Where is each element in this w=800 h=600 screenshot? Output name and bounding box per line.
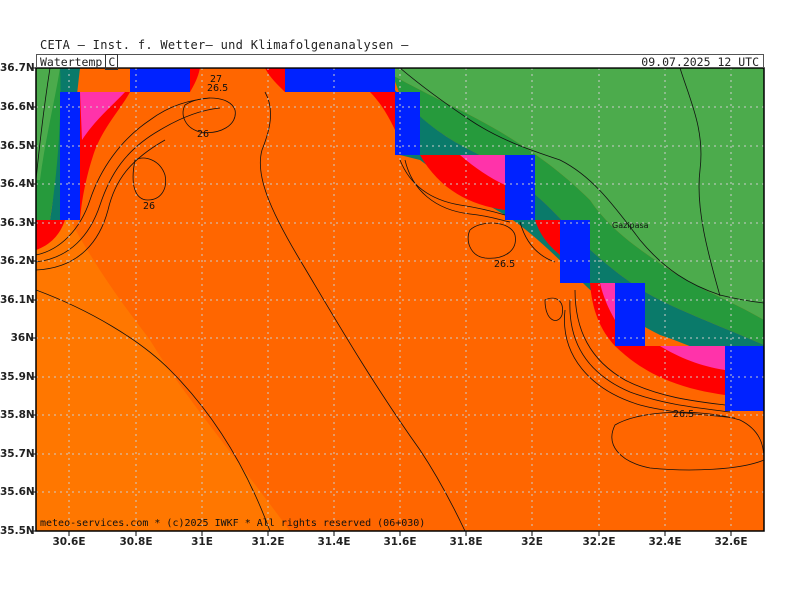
unit-box: C	[105, 54, 119, 70]
lat-label: 35.8N	[0, 409, 35, 421]
contour-label: 26	[197, 129, 209, 140]
place-label-gazipasa: Gazipasa	[612, 221, 649, 230]
lat-label: 36.3N	[0, 217, 35, 229]
contour-label: 26.5	[207, 83, 228, 94]
lat-label: 36.1N	[0, 294, 35, 306]
lon-label: 32.6E	[714, 536, 748, 548]
warm-zone	[36, 150, 290, 531]
lon-label: 31.6E	[383, 536, 417, 548]
lat-label: 36.2N	[0, 255, 35, 267]
lon-label: 32E	[521, 536, 543, 548]
land-area	[36, 68, 764, 320]
coastline	[36, 68, 764, 304]
lon-label: 32.2E	[582, 536, 616, 548]
parameter-label: Watertemp C	[40, 54, 119, 70]
coast-band	[380, 68, 764, 345]
lon-label: 31.4E	[317, 536, 351, 548]
lon-label: 31E	[191, 536, 213, 548]
lat-label: 36.5N	[0, 140, 35, 152]
valid-time: 09.07.2025 12 UTC	[641, 55, 759, 69]
axis-ticks	[30, 67, 732, 536]
lat-label: 36.4N	[0, 178, 35, 190]
lon-label: 31.8E	[449, 536, 483, 548]
contour-labels: 27 26.5 26 26 26.5 26.5	[143, 74, 694, 420]
lon-label: 30.8E	[119, 536, 153, 548]
info-bar: Watertemp C 09.07.2025 12 UTC	[36, 54, 764, 70]
lat-label: 36.7N	[0, 62, 35, 74]
lat-label: 35.5N	[0, 525, 35, 537]
contour-label: 26	[143, 201, 155, 212]
lat-label: 35.7N	[0, 448, 35, 460]
lon-label: 30.6E	[52, 536, 86, 548]
lat-label: 35.9N	[0, 371, 35, 383]
coastal-cells	[60, 68, 764, 411]
lon-label: 32.4E	[648, 536, 682, 548]
contour-label: 26.5	[673, 409, 694, 420]
lat-label: 35.6N	[0, 486, 35, 498]
header-title: CETA – Inst. f. Wetter– und Klimafolgena…	[40, 38, 409, 52]
contour-lines	[36, 91, 764, 531]
lon-label: 31.2E	[251, 536, 285, 548]
contour-label: 26.5	[494, 259, 515, 270]
lat-label: 36.6N	[0, 101, 35, 113]
lat-label: 36N	[10, 332, 34, 344]
warm-patches	[36, 68, 725, 395]
west-land-inner	[36, 68, 60, 180]
grid-lines	[36, 68, 764, 531]
contour-label: 27	[210, 74, 222, 85]
copyright-footer: meteo-services.com * (c)2025 IWKF * All …	[40, 518, 426, 529]
parameter-name: Watertemp	[40, 55, 103, 69]
